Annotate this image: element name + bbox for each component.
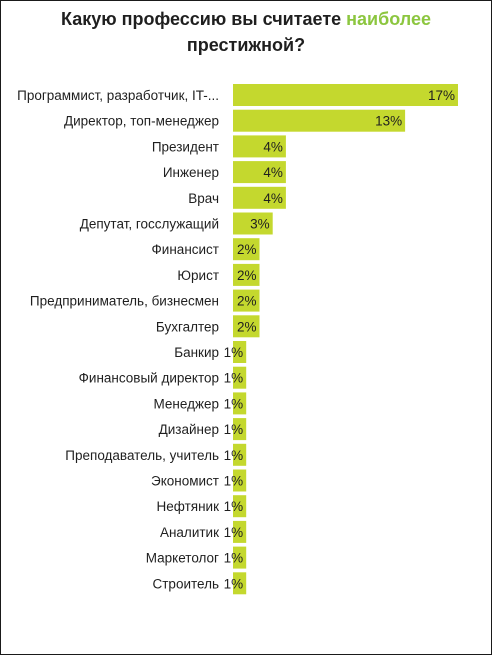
bar-8 bbox=[233, 289, 260, 312]
bar-1 bbox=[233, 109, 406, 132]
bar-2 bbox=[233, 135, 286, 158]
category-label-15: Экономист bbox=[151, 474, 219, 489]
value-label-4: 4% bbox=[263, 191, 283, 206]
category-label-19: Строитель bbox=[153, 576, 220, 591]
bar-7 bbox=[233, 263, 260, 286]
bar-19 bbox=[233, 572, 247, 595]
category-label-16: Нефтяник bbox=[157, 499, 220, 514]
value-label-17: 1% bbox=[224, 525, 244, 540]
category-label-17: Аналитик bbox=[160, 525, 219, 540]
value-label-18: 1% bbox=[224, 551, 244, 566]
bar-16 bbox=[233, 495, 247, 518]
category-label-3: Инженер bbox=[163, 165, 219, 180]
value-label-5: 3% bbox=[250, 217, 270, 232]
bar-9 bbox=[233, 315, 260, 338]
category-label-6: Финансист bbox=[152, 242, 219, 257]
category-label-7: Юрист bbox=[177, 268, 219, 283]
title-part-1: Какую профессию вы считаете bbox=[61, 9, 347, 29]
category-label-10: Банкир bbox=[174, 345, 219, 360]
category-label-8: Предприниматель, бизнесмен bbox=[30, 294, 219, 309]
category-label-18: Маркетолог bbox=[146, 551, 219, 566]
category-label-13: Дизайнер bbox=[159, 422, 219, 437]
value-label-8: 2% bbox=[237, 294, 257, 309]
value-label-9: 2% bbox=[237, 319, 257, 334]
value-label-3: 4% bbox=[263, 165, 283, 180]
category-label-9: Бухгалтер bbox=[156, 319, 219, 334]
value-label-2: 4% bbox=[263, 139, 283, 154]
value-label-19: 1% bbox=[224, 576, 244, 591]
category-label-0: Программист, разработчик, IT-... bbox=[17, 88, 219, 103]
value-label-6: 2% bbox=[237, 242, 257, 257]
bar-12 bbox=[233, 392, 247, 415]
category-label-14: Преподаватель, учитель bbox=[65, 448, 219, 463]
value-label-11: 1% bbox=[224, 371, 244, 386]
title-accent: наиболее bbox=[346, 9, 431, 29]
value-label-12: 1% bbox=[224, 396, 244, 411]
value-label-0: 17% bbox=[428, 88, 455, 103]
category-label-2: Президент bbox=[152, 139, 219, 154]
bar-14 bbox=[233, 443, 247, 466]
bar-5 bbox=[233, 212, 273, 235]
bar-17 bbox=[233, 520, 247, 543]
value-label-14: 1% bbox=[224, 448, 244, 463]
category-label-1: Директор, топ-менеджер bbox=[64, 114, 219, 129]
bar-18 bbox=[233, 546, 247, 569]
bar-10 bbox=[233, 341, 247, 363]
title-part-3: престижной? bbox=[186, 35, 306, 55]
chart-title: Какую профессию вы считаете наиболее пре… bbox=[0, 6, 492, 58]
value-label-10: 1% bbox=[224, 345, 244, 360]
value-label-1: 13% bbox=[375, 114, 402, 129]
value-label-13: 1% bbox=[224, 422, 244, 437]
category-label-12: Менеджер bbox=[154, 396, 220, 411]
category-label-4: Врач bbox=[188, 191, 219, 206]
bar-4 bbox=[233, 186, 286, 209]
value-label-7: 2% bbox=[237, 268, 257, 283]
bar-15 bbox=[233, 469, 247, 492]
bar-11 bbox=[233, 366, 247, 389]
bar-13 bbox=[233, 418, 247, 441]
bar-0 bbox=[233, 84, 458, 106]
category-label-11: Финансовый директор bbox=[79, 371, 219, 386]
bar-3 bbox=[233, 161, 286, 184]
category-label-5: Депутат, госслужащий bbox=[80, 217, 219, 232]
value-label-16: 1% bbox=[224, 499, 244, 514]
bar-6 bbox=[233, 238, 260, 261]
value-label-15: 1% bbox=[224, 474, 244, 489]
